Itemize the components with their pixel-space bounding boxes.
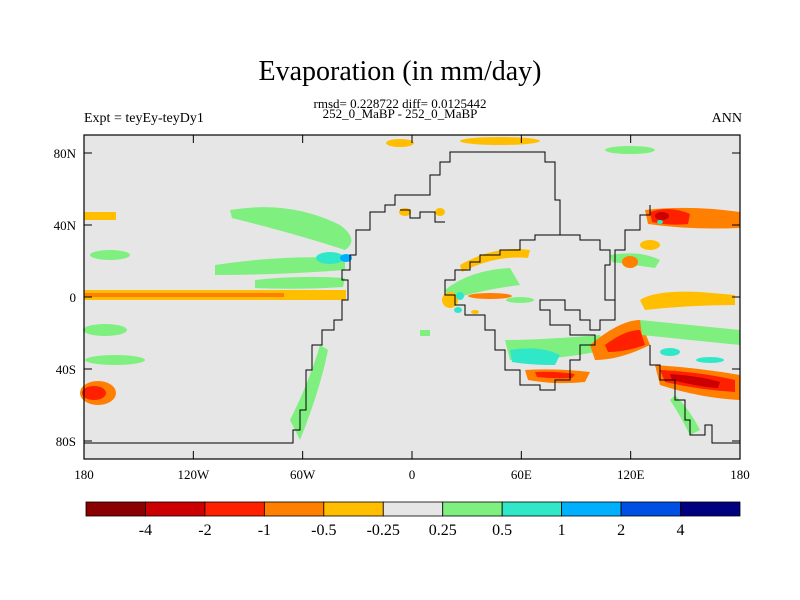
colorbar: -4 -2 -1 -0.5 -0.25 0.25 0.5 1 2 4 bbox=[85, 501, 741, 539]
lat-tick-label: 80N bbox=[54, 146, 77, 161]
colorbar-label: 1 bbox=[558, 522, 566, 539]
indian-ocean-green-1 bbox=[506, 297, 534, 303]
colorbar-label: -2 bbox=[198, 522, 211, 539]
east-asia-orange-20n bbox=[622, 256, 638, 268]
lat-tick-label: 80S bbox=[56, 434, 76, 449]
pacific-equatorial-core bbox=[84, 293, 284, 297]
south-pacific-red bbox=[82, 386, 106, 400]
kuroshio-teal bbox=[657, 220, 663, 224]
experiment-label: Expt = teyEy-teyDy1 bbox=[84, 111, 204, 126]
colorbar-swatch bbox=[382, 501, 444, 517]
arctic-green bbox=[605, 146, 655, 154]
east-asia-orange bbox=[640, 291, 735, 310]
south-indian-red bbox=[535, 371, 575, 379]
atlantic-teal-10s bbox=[454, 307, 462, 313]
south-pacific-teal-east-2 bbox=[696, 357, 724, 363]
colorbar-label: -0.5 bbox=[311, 522, 336, 539]
subtitle: 252_0_MaBP - 252_0_MaBP bbox=[322, 106, 478, 121]
arctic-orange-2 bbox=[460, 137, 540, 145]
atlantic-orange-10s bbox=[471, 310, 479, 314]
east-africa-green bbox=[445, 268, 520, 300]
colorbar-swatch bbox=[204, 501, 265, 517]
south-indian-teal bbox=[510, 348, 560, 365]
latitude-ticks: 80N 40N 0 40S 80S bbox=[54, 146, 740, 449]
lat-tick-label: 40N bbox=[54, 218, 77, 233]
colorbar-swatch bbox=[442, 501, 503, 517]
tasman-red bbox=[605, 330, 645, 352]
atlantic-green-20s bbox=[420, 330, 430, 336]
mediterranean-orange bbox=[435, 208, 445, 216]
anomaly-patches bbox=[80, 137, 740, 440]
coastlines bbox=[84, 151, 740, 444]
colorbar-swatch bbox=[501, 501, 563, 517]
central-pacific-green bbox=[215, 257, 345, 275]
colorbar-swatch bbox=[323, 501, 384, 517]
colorbar-label: 2 bbox=[617, 522, 625, 539]
colorbar-swatch bbox=[680, 501, 741, 517]
indian-ocean-orange bbox=[468, 293, 512, 299]
colorbar-swatch bbox=[620, 501, 681, 517]
lon-tick-label: 0 bbox=[409, 467, 416, 482]
east-asia-orange-30n bbox=[640, 240, 660, 250]
southern-ocean-dark-red bbox=[670, 374, 720, 388]
colorbar-swatch bbox=[263, 501, 325, 517]
lat-tick-label: 0 bbox=[70, 290, 77, 305]
europe-outline bbox=[400, 209, 445, 223]
guinea-orange bbox=[442, 292, 458, 308]
stats-line: rmsd= 0.228722 diff= 0.0125442 bbox=[313, 96, 487, 111]
north-africa-orange bbox=[460, 249, 530, 272]
south-pacific-green bbox=[85, 355, 145, 365]
colorbar-swatch bbox=[561, 501, 622, 517]
colorbar-label: 0.25 bbox=[429, 522, 457, 539]
lon-tick-label: 180 bbox=[74, 467, 94, 482]
colorbar-label: -1 bbox=[258, 522, 271, 539]
lon-tick-label: 60W bbox=[290, 467, 316, 482]
pacific-teal-blob bbox=[316, 252, 344, 264]
americas-outline bbox=[84, 194, 420, 444]
map-title: Evaporation (in mm/day) bbox=[258, 56, 542, 87]
asia-outline bbox=[614, 205, 651, 300]
atlantic-orange-40n bbox=[399, 208, 411, 216]
south-pacific-green-east bbox=[640, 320, 740, 345]
colorbar-swatch bbox=[145, 501, 206, 517]
lon-tick-label: 120W bbox=[177, 467, 210, 482]
indian-ocean-teal bbox=[456, 292, 464, 300]
lon-tick-label: 180 bbox=[730, 467, 750, 482]
season-label: ANN bbox=[711, 111, 742, 126]
australia-outline bbox=[649, 345, 740, 444]
greenland-outline bbox=[420, 151, 616, 391]
colorbar-label: -4 bbox=[139, 522, 152, 539]
lat-tick-label: 40S bbox=[56, 362, 76, 377]
south-pacific-teal-east bbox=[660, 348, 680, 356]
arctic-orange-1 bbox=[386, 139, 414, 147]
pacific-blue-blob bbox=[340, 254, 352, 262]
colorbar-swatch bbox=[85, 501, 146, 517]
north-pacific-green bbox=[230, 207, 352, 250]
west-pacific-orange-40n bbox=[84, 212, 116, 220]
colorbar-label: -0.25 bbox=[367, 522, 400, 539]
kuroshio-dark-red bbox=[655, 212, 669, 220]
lon-tick-label: 60E bbox=[511, 467, 532, 482]
longitude-ticks: 180 120W 60W 0 60E 120E 180 bbox=[74, 135, 750, 482]
colorbar-label: 4 bbox=[677, 522, 685, 539]
lon-tick-label: 120E bbox=[617, 467, 645, 482]
west-pacific-green-20s bbox=[83, 324, 127, 336]
colorbar-label: 0.5 bbox=[492, 522, 512, 539]
west-pacific-green-20n bbox=[90, 250, 130, 260]
pacific-green-2 bbox=[255, 276, 345, 289]
